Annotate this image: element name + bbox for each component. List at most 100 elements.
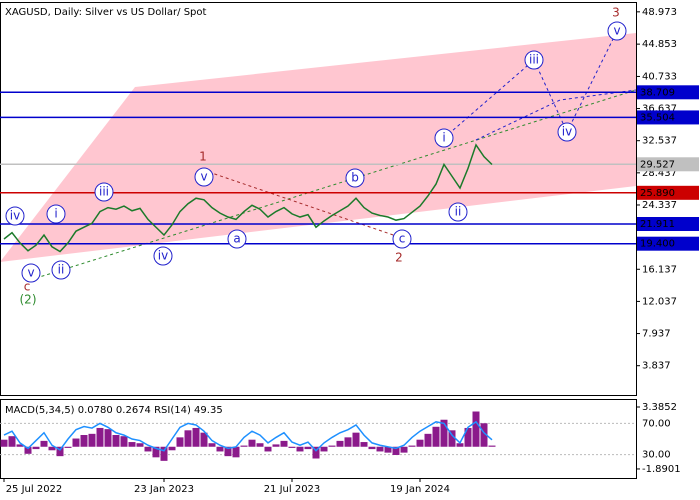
macd-bar [472, 411, 480, 447]
x-tick-label: 23 Jan 2023 [134, 484, 194, 495]
macd-bar [440, 419, 448, 447]
macd-bar [72, 438, 80, 447]
wave-label: (2) [20, 293, 37, 307]
y-tick-label: -1.8901 [642, 464, 681, 475]
y-tick-label: 28.437 [642, 168, 677, 179]
macd-bar [328, 445, 336, 447]
wave-label: i [54, 207, 57, 221]
wave-label: a [233, 232, 240, 246]
x-tick-label: 21 Jul 2023 [264, 484, 321, 495]
y-tick-label: 40.733 [642, 71, 677, 82]
macd-bar [368, 446, 376, 450]
macd-bar [104, 429, 112, 447]
macd-bar [392, 446, 400, 455]
wave-circle [21, 263, 41, 283]
level-label: 35.504 [640, 112, 675, 123]
macd-bar [192, 427, 200, 447]
price-line [3, 143, 493, 253]
main-frame [0, 2, 637, 396]
macd-bar [144, 446, 152, 452]
level-label: 21.911 [640, 219, 675, 230]
level-label: 29.527 [640, 159, 675, 170]
level-label: 38.709 [640, 87, 675, 98]
wave-label: v [27, 266, 34, 280]
macd-bar [24, 446, 32, 454]
macd-bar [344, 437, 352, 447]
macd-bar [80, 435, 88, 447]
level-tag [637, 185, 699, 200]
macd-bar [40, 440, 48, 447]
macd-bar [48, 446, 56, 451]
wave-label: c [399, 232, 406, 246]
macd-bar [248, 439, 256, 447]
wave-label: iv [562, 125, 572, 139]
wave-circle [392, 229, 412, 249]
wave-label: i [442, 131, 445, 145]
macd-bar [232, 446, 240, 458]
wave-label: iii [529, 53, 539, 67]
macd-bar [464, 427, 472, 447]
macd-bar [200, 432, 208, 447]
macd-bar [112, 435, 120, 447]
macd-bar [448, 430, 456, 447]
macd-bar [168, 446, 176, 451]
macd-bar [176, 437, 184, 447]
trend-line [202, 169, 403, 239]
wave-circle [524, 50, 544, 70]
macd-bar [224, 446, 232, 457]
level-label: 25.890 [640, 188, 675, 199]
y2-tick-label: 70.00 [642, 418, 671, 429]
macd-bar [16, 444, 24, 447]
x-tick-label: 25 Jul 2022 [6, 484, 63, 495]
indicator-frame [0, 399, 637, 479]
macd-bar [88, 433, 96, 447]
y-tick-label: 24.337 [642, 200, 677, 211]
macd-bar [240, 445, 248, 447]
y2-tick-label: 30.00 [642, 450, 671, 461]
y-tick-label: 7.937 [642, 329, 671, 340]
macd-bar [432, 426, 440, 447]
wave-circle [94, 182, 114, 202]
macd-bar [376, 446, 384, 452]
macd-bar [456, 443, 464, 447]
wave-label: iv [10, 209, 20, 223]
rsi-line [3, 420, 493, 452]
wave-label: v [613, 24, 620, 38]
macd-bar [304, 446, 312, 450]
wave-label: b [351, 171, 359, 185]
wave-circle [448, 202, 468, 222]
macd-bar [288, 446, 296, 448]
macd-bar [152, 446, 160, 458]
y-tick-label: 36.637 [642, 104, 677, 115]
level-tag [637, 110, 699, 125]
y-tick-label: 32.537 [642, 136, 677, 147]
macd-bar [216, 446, 224, 452]
macd-bar [208, 443, 216, 447]
macd-bar [408, 445, 416, 447]
wave-circle [434, 128, 454, 148]
macd-bar [272, 444, 280, 447]
level-tag [637, 85, 699, 100]
level-tag [637, 236, 699, 251]
wave-circle [607, 21, 627, 41]
wave-label: ii [58, 263, 65, 277]
level-tag [637, 217, 699, 232]
y-tick-label: 12.037 [642, 296, 677, 307]
wave-label: ii [455, 205, 462, 219]
wave-label: c [24, 280, 31, 294]
wave-label: 3 [612, 6, 620, 20]
wave-label: iii [99, 185, 109, 199]
chart-title: XAGUSD, Daily: Silver vs US Dollar/ Spot [5, 7, 207, 18]
macd-bar [264, 446, 272, 452]
level-label: 19.400 [640, 239, 675, 250]
macd-bar [64, 446, 72, 448]
macd-bar [352, 432, 360, 447]
macd-bar [56, 446, 64, 457]
macd-bar [312, 446, 320, 459]
projection [475, 89, 637, 141]
macd-bar [488, 445, 496, 447]
wave-circle [46, 204, 66, 224]
indicator-title: MACD(5,34,5) 0.0780 0.2674 RSI(14) 49.35 [5, 405, 223, 416]
macd-bar [32, 446, 40, 450]
